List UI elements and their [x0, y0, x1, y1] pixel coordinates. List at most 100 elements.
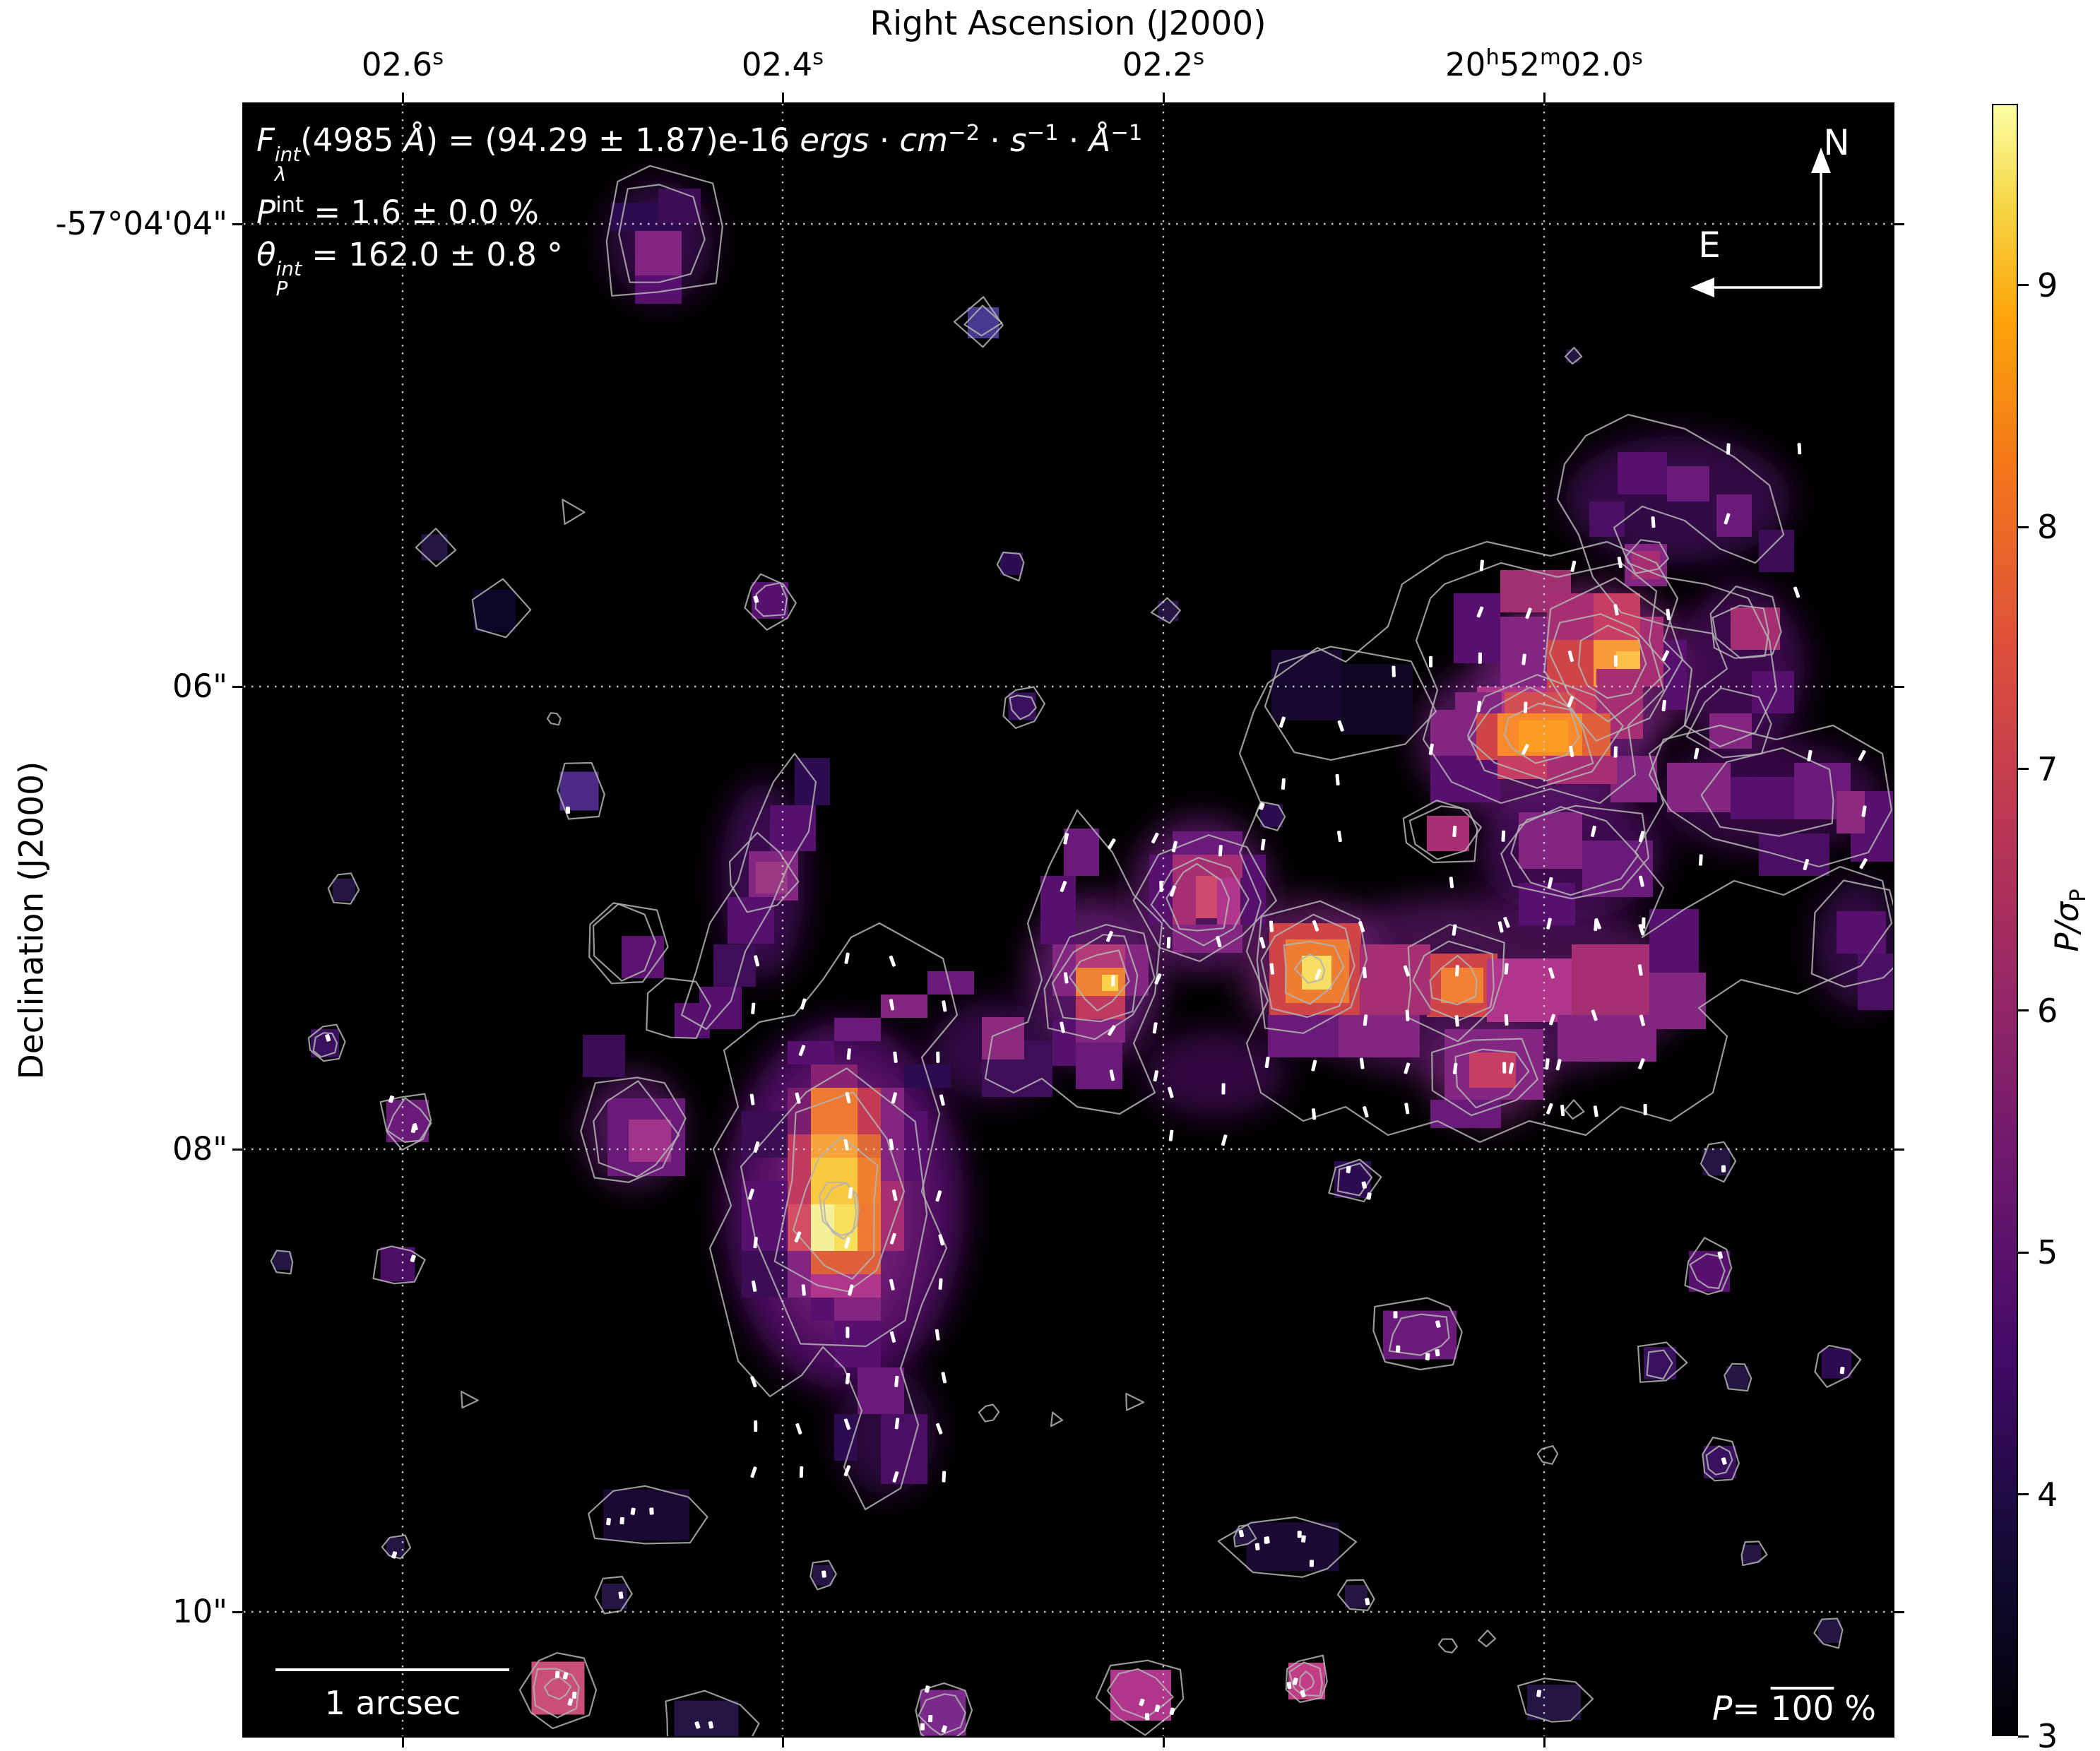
polarization-vector	[1108, 838, 1116, 850]
heatmap-cell	[713, 944, 756, 987]
polarization-vector	[567, 1698, 574, 1706]
colorbar-label: P/σP	[2048, 889, 2091, 952]
polarization-vector	[1264, 1536, 1270, 1544]
polarization-vector	[1613, 746, 1618, 758]
contour-small	[372, 1245, 426, 1285]
polarization-vector	[938, 1234, 944, 1246]
polarization-vector	[1154, 973, 1162, 985]
heatmap-cell	[1173, 855, 1242, 878]
heatmap-cell	[1731, 607, 1780, 650]
polarization-vector	[844, 952, 850, 964]
contour-small	[978, 1403, 1000, 1423]
heatmap-cell	[834, 1298, 881, 1321]
polarization-vector	[889, 955, 896, 967]
heatmap-cell	[1076, 996, 1125, 1019]
contour-ring	[1625, 539, 1670, 574]
contour-small	[386, 1097, 432, 1144]
polarization-vector	[941, 1372, 947, 1384]
contour-ring	[1810, 879, 1893, 988]
polarization-vector	[1797, 443, 1802, 455]
contour-ring	[1467, 686, 1594, 782]
heatmap-cell	[1649, 973, 1706, 1029]
polarization-vector	[1803, 859, 1810, 871]
polarization-vector	[1259, 937, 1266, 949]
polarization-vector	[1724, 513, 1731, 525]
contour-ring	[1406, 923, 1505, 1043]
contour-ring	[1408, 805, 1482, 860]
polarization-vector	[1425, 1353, 1430, 1360]
contour-small	[1565, 347, 1583, 365]
polarization-vector	[1521, 744, 1529, 755]
polarization-vector	[1060, 1021, 1065, 1033]
heatmap-cell-small	[674, 1700, 739, 1736]
contour-small	[461, 1390, 479, 1409]
heatmap-cell	[1759, 833, 1829, 876]
polarization-vector	[1153, 1070, 1159, 1082]
polarization-vector	[941, 1725, 947, 1733]
polarization-vector	[1661, 699, 1667, 712]
polarization-vector	[751, 1002, 756, 1014]
heatmap-cell	[858, 1204, 881, 1251]
contour-small	[1050, 1411, 1064, 1427]
polarization-vector	[800, 998, 807, 1010]
polarization-vector	[1111, 975, 1115, 987]
polarization-vector	[848, 1187, 853, 1199]
contour-small	[915, 1682, 973, 1736]
heatmap-cell	[1196, 876, 1217, 918]
polarization-vector	[1591, 1009, 1598, 1021]
colorbar-tick	[2018, 526, 2029, 528]
heatmap-cell	[1064, 829, 1099, 876]
polarization-vector	[606, 1518, 611, 1526]
polarization-vector	[1521, 653, 1526, 665]
contour-outline	[680, 752, 817, 1031]
heatmap-cell	[1487, 958, 1572, 1022]
contour-ring	[580, 1076, 687, 1183]
contour-small	[1255, 801, 1286, 831]
polarization-vector	[1613, 655, 1618, 667]
polarization-vector	[649, 1507, 654, 1515]
polarization-vector	[1807, 749, 1813, 761]
polarization-vector	[1525, 607, 1532, 619]
heatmap-cell	[858, 1088, 881, 1134]
polarization-vector	[1366, 1192, 1372, 1200]
polarization-vector	[1435, 1320, 1441, 1328]
heatmap-cell	[1731, 777, 1794, 819]
vector-scale-legend: P= 100 %	[1712, 1690, 1876, 1728]
polarization-vector	[1218, 845, 1223, 857]
polarization-vector	[1362, 966, 1367, 979]
contour-small	[471, 578, 532, 639]
polarization-vector	[1839, 1367, 1845, 1375]
contour-ring	[1069, 949, 1130, 1011]
polarization-vector	[708, 1721, 714, 1729]
polarization-vector	[795, 1423, 802, 1435]
polarization-vector	[795, 1092, 801, 1104]
polarization-vector	[1311, 1059, 1317, 1072]
polarization-vector	[893, 1051, 898, 1063]
heatmap-cell	[658, 189, 701, 224]
polarization-vector	[891, 1189, 898, 1201]
contour-small	[1150, 597, 1181, 624]
heatmap-cell-small	[531, 1661, 585, 1715]
contour-small	[1233, 1524, 1257, 1548]
polarization-vector	[936, 1051, 940, 1063]
polarization-vector	[939, 1094, 945, 1106]
polarization-vector	[749, 1093, 755, 1105]
contour-small	[996, 551, 1025, 582]
heatmap-cell-small	[603, 1490, 690, 1541]
polarization-vector	[1452, 1062, 1458, 1074]
polarization-vector	[325, 1034, 331, 1042]
polarization-vector	[410, 1125, 417, 1134]
polarization-vector	[1452, 924, 1457, 936]
polarization-vector	[1363, 1106, 1369, 1118]
polarization-vector	[1638, 875, 1644, 887]
contour-small	[1288, 1661, 1323, 1697]
polarization-vector	[1454, 965, 1459, 977]
polarization-vector	[942, 1471, 947, 1483]
polarization-map	[244, 104, 1893, 1736]
contour-ring	[1431, 1038, 1538, 1117]
polarization-vector	[1497, 921, 1504, 933]
polarization-vector	[1726, 443, 1731, 455]
heatmap-cell-small	[273, 1252, 292, 1270]
contour-ring	[1260, 913, 1355, 1019]
contour-ring	[593, 1080, 680, 1178]
